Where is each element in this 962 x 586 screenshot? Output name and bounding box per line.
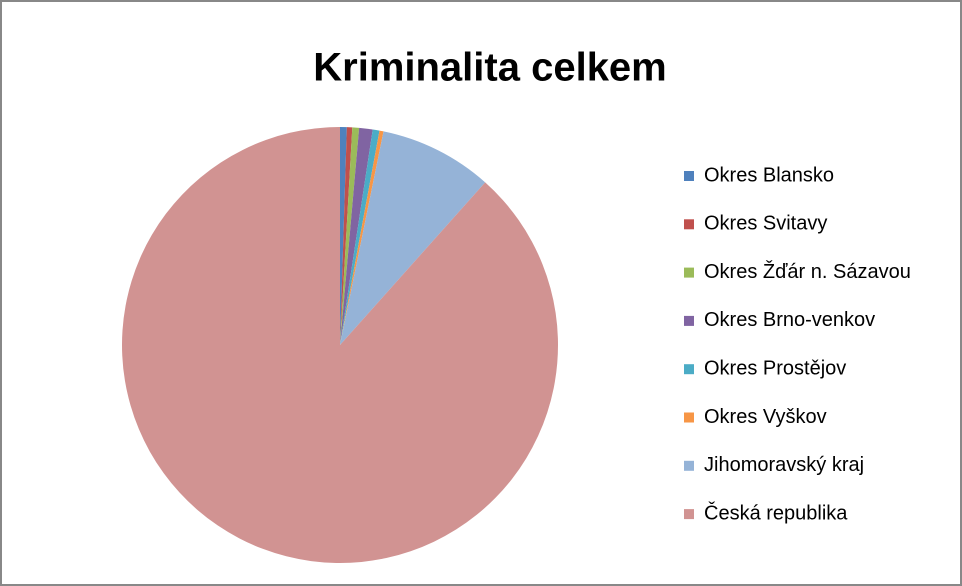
legend-label: Okres Brno-venkov	[704, 309, 875, 331]
legend-swatch	[684, 364, 694, 375]
legend-label: Okres Prostějov	[704, 357, 846, 379]
legend-label: Okres Žďár n. Sázavou	[704, 260, 911, 283]
legend-swatch	[684, 509, 694, 520]
pie-slice	[121, 127, 558, 564]
legend-swatch	[684, 219, 694, 230]
legend-swatch	[684, 460, 694, 471]
legend-swatch	[684, 412, 694, 423]
legend-label: Jihomoravský kraj	[704, 454, 864, 476]
pie-slice	[340, 131, 486, 345]
legend-swatch	[684, 267, 694, 278]
pie-slice	[340, 127, 347, 345]
pie-slice	[340, 130, 384, 345]
chart-title: Kriminalita celkem	[313, 46, 667, 90]
legend-swatch	[684, 171, 694, 181]
pie-slice	[340, 129, 380, 345]
legend-label: Okres Svitavy	[704, 213, 827, 235]
legend-label: Okres Blansko	[704, 164, 834, 186]
legend-label: Okres Vyškov	[704, 406, 827, 428]
pie-slice	[340, 127, 373, 346]
pie-slice	[340, 127, 353, 345]
legend-swatch	[684, 315, 694, 326]
legend-label: Česká republika	[704, 501, 848, 524]
pie-slice	[340, 127, 360, 345]
